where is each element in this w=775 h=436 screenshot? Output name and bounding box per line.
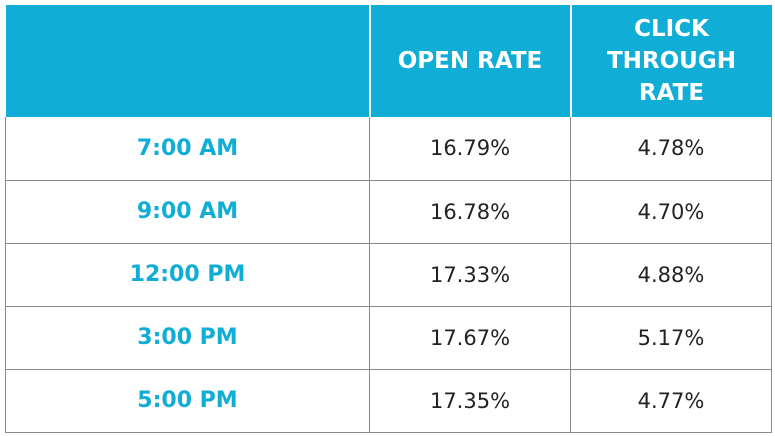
table-row: 9:00 AM 16.78% 4.70% bbox=[5, 179, 772, 244]
click-through-rate-cell: 4.77% bbox=[570, 368, 772, 433]
open-rate-cell: 16.79% bbox=[369, 117, 571, 181]
click-through-rate-cell: 4.88% bbox=[570, 242, 772, 307]
click-through-rate-cell: 4.70% bbox=[570, 179, 772, 244]
header-ctr-line-2: THROUGH bbox=[606, 48, 736, 74]
time-cell: 9:00 AM bbox=[5, 179, 370, 244]
time-cell: 5:00 PM bbox=[5, 368, 370, 433]
header-ctr-line-1: CLICK bbox=[634, 16, 709, 42]
click-through-rate-cell: 5.17% bbox=[570, 305, 772, 370]
open-rate-cell: 17.33% bbox=[369, 242, 571, 307]
open-rate-cell: 16.78% bbox=[369, 179, 571, 244]
header-ctr-line-3: RATE bbox=[638, 80, 705, 106]
header-click-through-rate: CLICK THROUGH RATE bbox=[570, 5, 772, 117]
time-cell: 3:00 PM bbox=[5, 305, 370, 370]
time-cell: 12:00 PM bbox=[5, 242, 370, 307]
table-row: 12:00 PM 17.33% 4.88% bbox=[5, 242, 772, 307]
table-row: 5:00 PM 17.35% 4.77% bbox=[5, 368, 772, 433]
header-open-rate: OPEN RATE bbox=[369, 5, 572, 117]
open-rate-cell: 17.35% bbox=[369, 368, 571, 433]
header-open-rate-label: OPEN RATE bbox=[397, 48, 543, 74]
header-row: OPEN RATE CLICK THROUGH RATE bbox=[5, 5, 772, 117]
header-cell-blank bbox=[5, 5, 371, 117]
send-time-rates-table: OPEN RATE CLICK THROUGH RATE 7:00 AM 16.… bbox=[5, 5, 772, 433]
table-container: OPEN RATE CLICK THROUGH RATE 7:00 AM 16.… bbox=[5, 5, 772, 433]
click-through-rate-cell: 4.78% bbox=[570, 117, 772, 181]
time-cell: 7:00 AM bbox=[5, 117, 370, 181]
table-row: 7:00 AM 16.79% 4.78% bbox=[5, 117, 772, 181]
table-row: 3:00 PM 17.67% 5.17% bbox=[5, 305, 772, 370]
open-rate-cell: 17.67% bbox=[369, 305, 571, 370]
